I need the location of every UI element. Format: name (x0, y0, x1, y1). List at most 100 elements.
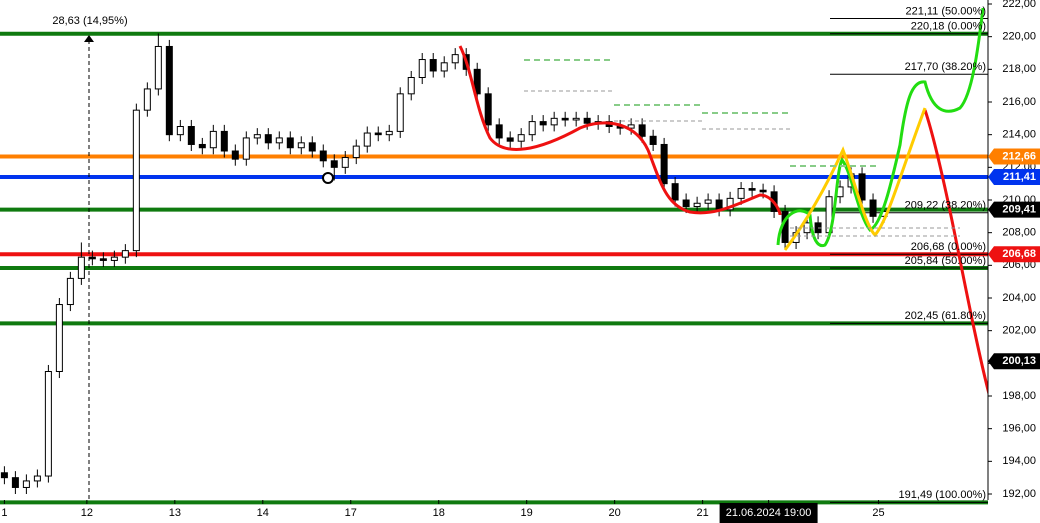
candle (418, 53, 426, 85)
price-badge (988, 201, 1040, 218)
candle (561, 111, 569, 127)
candle-body (550, 117, 558, 126)
measure-arrow (84, 35, 94, 42)
candle-body (363, 132, 371, 147)
candle (352, 139, 360, 165)
price-badge-label: 211,41 (1003, 171, 1036, 183)
candle-body (407, 77, 415, 95)
candle-body (451, 54, 459, 64)
candle-body (11, 477, 19, 488)
candle-body (33, 475, 41, 482)
candle-body (132, 109, 140, 252)
candle (374, 126, 382, 142)
candle-body (264, 134, 272, 144)
candle (55, 298, 63, 379)
fib-label: 191,49 (100.00%) (899, 489, 986, 501)
x-tick-label: 21 (696, 507, 708, 519)
drawing-yellow (783, 107, 927, 251)
price-badge (988, 168, 1040, 185)
candle-body (495, 124, 503, 139)
candle (748, 182, 756, 197)
candle (550, 111, 558, 132)
candle-body (506, 137, 514, 142)
candle (297, 136, 305, 155)
candle-body (154, 45, 162, 90)
candle (473, 62, 481, 101)
candle (737, 182, 745, 205)
candle-body (44, 371, 52, 477)
candle-body (638, 124, 646, 137)
candle-body (319, 150, 327, 162)
candle-body (759, 189, 767, 193)
candle-body (704, 199, 712, 204)
candle (165, 39, 173, 142)
candle-body (539, 121, 547, 126)
candle-body (66, 277, 74, 306)
x-tick-label: 14 (257, 507, 269, 519)
price-badge-label: 212,66 (1002, 150, 1036, 162)
annotations (84, 7, 994, 500)
candle-body (429, 59, 437, 72)
y-tick-label: 192,00 (1002, 488, 1036, 500)
fib-label: 206,68 (0.00%) (911, 241, 986, 253)
candle (143, 82, 151, 117)
price-badge-label: 209,41 (1002, 204, 1036, 216)
candle (99, 252, 107, 267)
y-tick-label: 196,00 (1002, 423, 1036, 435)
candle-body (440, 62, 448, 72)
x-tick-label: 25 (872, 507, 884, 519)
candle (506, 131, 514, 148)
candle-body (528, 121, 536, 136)
x-cursor-box (719, 503, 818, 523)
y-tick-label: 208,00 (1002, 227, 1036, 239)
candle (495, 118, 503, 145)
candle (176, 119, 184, 142)
candle-body (671, 183, 679, 201)
candle (649, 129, 657, 151)
candle (44, 364, 52, 483)
candle (286, 131, 294, 155)
candle-body (231, 150, 239, 160)
x-tick-label: 21.06.2024 19:00 (726, 507, 812, 519)
candle-body (352, 145, 360, 159)
candle-body (693, 202, 701, 208)
candle-body (308, 142, 316, 152)
candle-body (286, 137, 294, 149)
fib-label: 220,18 (0.00%) (911, 21, 986, 33)
candle-body (396, 93, 404, 132)
candle (110, 250, 118, 267)
candle (484, 87, 492, 132)
drawing-red (458, 45, 782, 216)
candle (363, 126, 371, 153)
y-tick-label: 222,00 (1002, 0, 1036, 10)
candle-body (858, 173, 866, 201)
candle-body (484, 93, 492, 126)
candle-body (253, 134, 261, 139)
candle-body (418, 59, 426, 78)
fib-label: 217,70 (38.20%) (905, 61, 986, 73)
candle-body (121, 250, 129, 258)
candle-body (869, 199, 877, 217)
x-tick-label: 1 (1, 507, 7, 519)
candle-body (187, 126, 195, 145)
y-tick-label: 214,00 (1002, 129, 1036, 141)
candle-body (561, 117, 569, 121)
price-badge (988, 148, 1040, 165)
marker (322, 172, 334, 184)
price-badge-label: 206,68 (1002, 248, 1036, 260)
candle (308, 136, 316, 158)
candle (869, 193, 877, 223)
candle-body (682, 199, 690, 208)
candle-body (77, 256, 85, 279)
x-tick-label: 18 (433, 507, 445, 519)
candle-body (0, 472, 8, 479)
candle-body (22, 480, 30, 488)
candle-body (55, 304, 63, 372)
candle (572, 111, 580, 127)
candle (660, 137, 668, 191)
candle (429, 53, 437, 78)
candle-body (517, 134, 525, 142)
candle (451, 48, 459, 70)
